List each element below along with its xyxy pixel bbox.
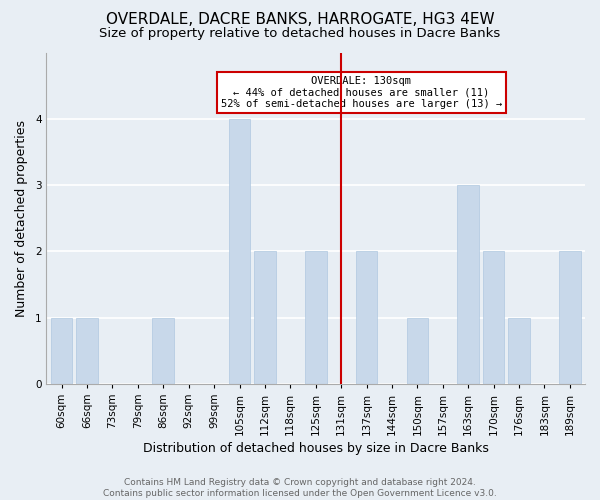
Bar — [152, 318, 174, 384]
Y-axis label: Number of detached properties: Number of detached properties — [15, 120, 28, 316]
Bar — [407, 318, 428, 384]
Bar — [229, 119, 250, 384]
Bar — [559, 252, 581, 384]
Bar — [76, 318, 98, 384]
Bar — [51, 318, 73, 384]
Bar — [305, 252, 326, 384]
Text: Size of property relative to detached houses in Dacre Banks: Size of property relative to detached ho… — [100, 28, 500, 40]
Bar — [457, 185, 479, 384]
Bar — [356, 252, 377, 384]
Text: OVERDALE, DACRE BANKS, HARROGATE, HG3 4EW: OVERDALE, DACRE BANKS, HARROGATE, HG3 4E… — [106, 12, 494, 28]
Bar — [254, 252, 276, 384]
Bar — [483, 252, 505, 384]
Text: Contains HM Land Registry data © Crown copyright and database right 2024.
Contai: Contains HM Land Registry data © Crown c… — [103, 478, 497, 498]
Bar — [508, 318, 530, 384]
Text: OVERDALE: 130sqm
← 44% of detached houses are smaller (11)
52% of semi-detached : OVERDALE: 130sqm ← 44% of detached house… — [221, 76, 502, 109]
X-axis label: Distribution of detached houses by size in Dacre Banks: Distribution of detached houses by size … — [143, 442, 488, 455]
